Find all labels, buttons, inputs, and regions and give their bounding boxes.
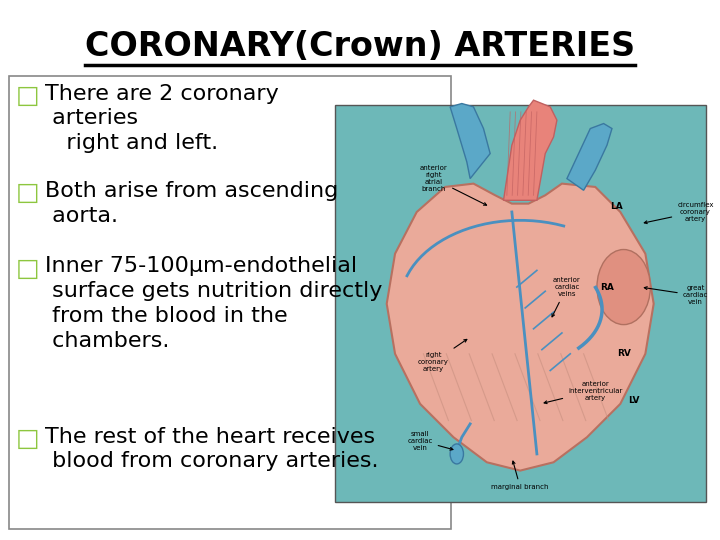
Polygon shape xyxy=(450,104,490,179)
Bar xyxy=(9,76,451,529)
Text: □: □ xyxy=(16,84,40,107)
Text: CORONARY(Crown) ARTERIES: CORONARY(Crown) ARTERIES xyxy=(85,30,635,63)
Ellipse shape xyxy=(450,444,464,464)
Text: LV: LV xyxy=(628,396,639,405)
Text: circumflex
coronary
artery: circumflex coronary artery xyxy=(644,202,714,224)
Polygon shape xyxy=(387,184,654,471)
Polygon shape xyxy=(503,100,557,200)
Text: RV: RV xyxy=(617,349,631,359)
Text: Both arise from ascending
 aorta.: Both arise from ascending aorta. xyxy=(45,181,338,226)
Text: RA: RA xyxy=(600,282,614,292)
Text: anterior
cardiac
veins: anterior cardiac veins xyxy=(552,277,581,317)
Text: □: □ xyxy=(16,256,40,280)
Polygon shape xyxy=(567,124,612,190)
Text: great
cardiac
vein: great cardiac vein xyxy=(644,286,708,306)
Text: small
cardiac
vein: small cardiac vein xyxy=(408,430,453,450)
Text: Inner 75-100μm-endothelial
 surface gets nutrition directly
 from the blood in t: Inner 75-100μm-endothelial surface gets … xyxy=(45,256,382,351)
Text: The rest of the heart receives
 blood from coronary arteries.: The rest of the heart receives blood fro… xyxy=(45,427,378,471)
Text: anterior
right
atrial
branch: anterior right atrial branch xyxy=(420,165,487,205)
Ellipse shape xyxy=(597,249,650,325)
Text: LA: LA xyxy=(611,202,624,212)
Text: anterior
interventricular
artery: anterior interventricular artery xyxy=(544,381,623,403)
Text: There are 2 coronary
 arteries
   right and left.: There are 2 coronary arteries right and … xyxy=(45,84,279,153)
Text: right
coronary
artery: right coronary artery xyxy=(418,339,467,372)
Text: marginal branch: marginal branch xyxy=(492,461,549,490)
Text: □: □ xyxy=(16,427,40,450)
Bar xyxy=(335,105,706,502)
Text: □: □ xyxy=(16,181,40,205)
